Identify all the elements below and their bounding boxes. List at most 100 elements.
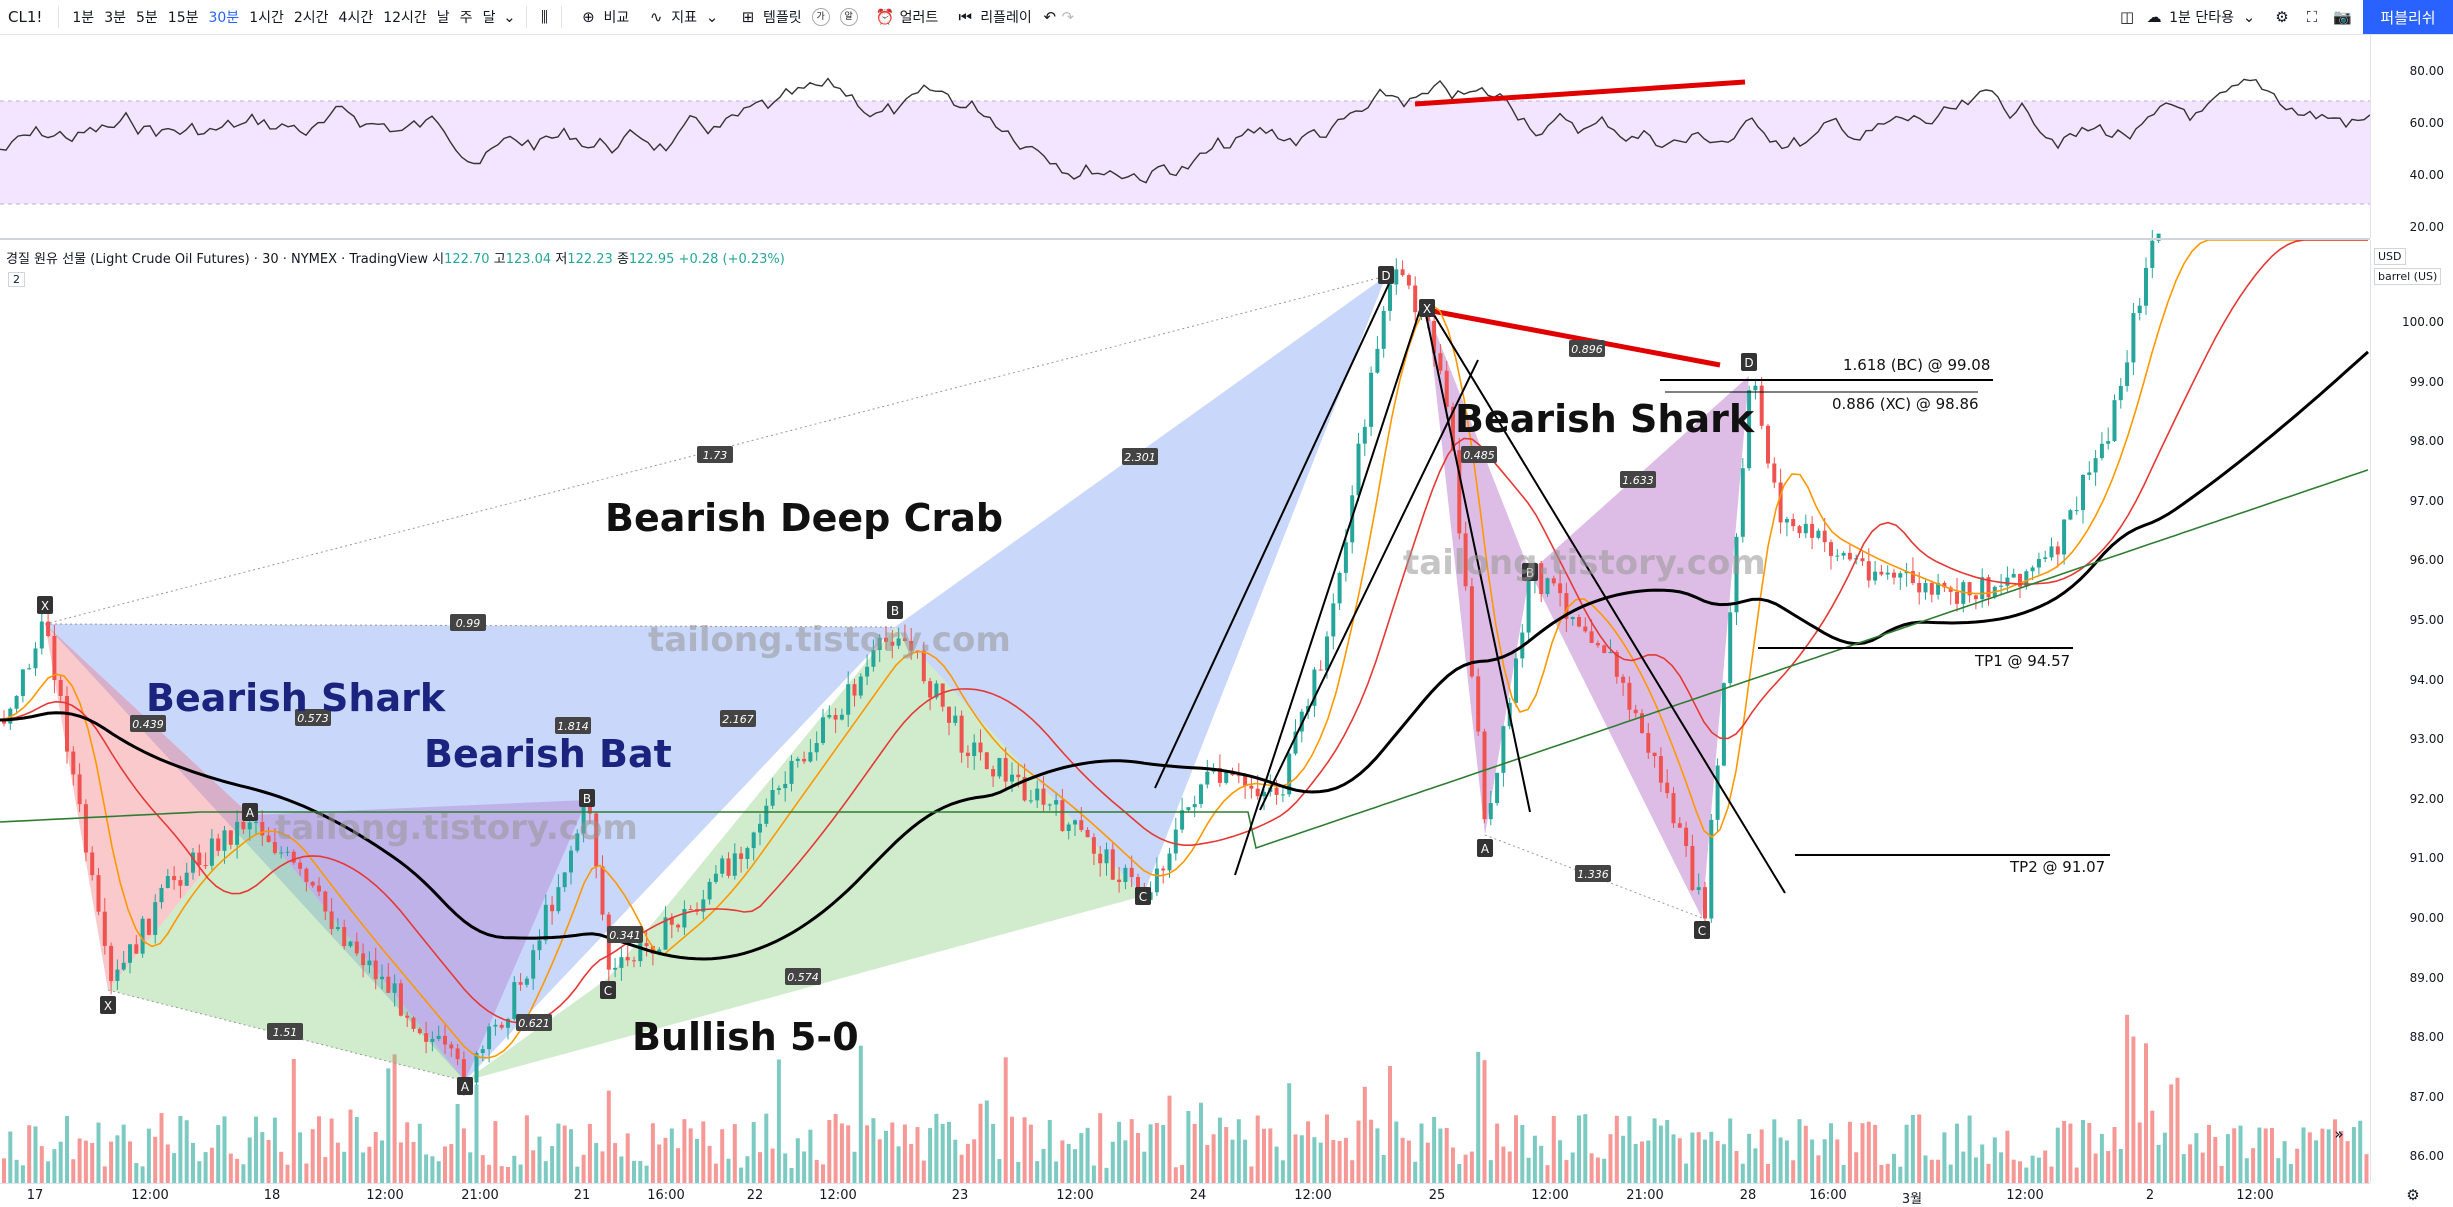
ratio-box [1569, 340, 1605, 357]
templates-button[interactable]: ⊞ 템플릿 가 알 [730, 7, 867, 27]
time-label: 12:00 [2006, 1188, 2044, 1203]
volume-bar [2099, 1133, 2104, 1183]
point-label: C [604, 984, 612, 998]
volume-bar [1614, 1115, 1619, 1183]
volume-bar [613, 1143, 618, 1183]
camera-icon[interactable]: 📷 [2333, 8, 2352, 26]
volume-bar [1627, 1116, 1632, 1183]
interval-week[interactable]: 주 [459, 10, 473, 26]
volume-bar [1973, 1157, 1978, 1183]
candle-body [865, 666, 870, 677]
chevron-down-icon[interactable]: ⌄ [503, 8, 516, 26]
interval-15m[interactable]: 15분 [167, 10, 199, 26]
volume-bar [537, 1136, 542, 1183]
time-axis[interactable]: 17 12:00 18 12:00 21:00 21 16:00 22 12:00 23 12:00… [0, 1183, 2370, 1207]
time-label: 16:00 [647, 1188, 685, 1203]
candle-body [827, 715, 832, 718]
interval-4h[interactable]: 4시간 [338, 10, 374, 26]
candle-body [1703, 887, 1707, 919]
interval-12h[interactable]: 12시간 [383, 10, 427, 26]
candle-body [518, 982, 523, 985]
volume-bar [1495, 1123, 1500, 1183]
ratio-box [1461, 446, 1497, 463]
volume-bar [228, 1153, 233, 1183]
label-tp1: TP1 @ 94.57 [1975, 652, 2071, 670]
interval-30m[interactable]: 30분 [208, 10, 240, 26]
candle-body [2093, 458, 2098, 473]
candle-body [1551, 578, 1556, 584]
volume-bar [115, 1135, 120, 1183]
interval-1m[interactable]: 1분 [72, 10, 95, 26]
candle-body [1577, 616, 1581, 627]
volume-bar [2024, 1167, 2029, 1183]
interval-2h[interactable]: 2시간 [293, 10, 329, 26]
volume-bar [443, 1146, 447, 1183]
undo-icon[interactable]: ↶ [1043, 8, 1057, 26]
symbol-search[interactable]: CL1! [8, 8, 43, 26]
volume-bar [1992, 1137, 1997, 1183]
volume-bar [1180, 1165, 1185, 1183]
price-tick: 88.00 [2409, 1030, 2444, 1045]
interval-5m[interactable]: 5분 [135, 10, 158, 26]
volume-bar [1520, 1125, 1525, 1183]
volume-bar [2156, 1144, 2161, 1183]
candle-body [367, 960, 372, 966]
candle-body [109, 945, 114, 981]
point-label: X [41, 599, 49, 613]
layout-name-button[interactable]: ☁ 1분 단타용 ⌄ [2136, 7, 2267, 27]
templates-label: 템플릿 [762, 10, 802, 26]
volume-bar [2270, 1127, 2274, 1183]
volume-bar [1847, 1121, 1852, 1183]
compare-button[interactable]: ⊕ 비교 [570, 7, 638, 27]
scroll-right-icon[interactable]: » [2334, 1125, 2344, 1143]
volume-bar [172, 1153, 177, 1183]
interval-3m[interactable]: 3분 [104, 10, 126, 26]
candle-body [587, 804, 592, 814]
unit-button[interactable]: barrel (US) [2374, 268, 2442, 285]
replay-button[interactable]: ⏮ 리플레이 [947, 7, 1041, 27]
interval-month[interactable]: 달 [482, 10, 496, 26]
layout-icon[interactable]: ◫ [2120, 8, 2135, 26]
indicator-icon: ∿ [649, 8, 663, 26]
candle-body [581, 804, 586, 834]
volume-bar [2225, 1134, 2230, 1183]
redo-icon[interactable]: ↷ [1061, 8, 1075, 26]
volume-bar [1507, 1151, 1512, 1183]
rsi-price-scale[interactable]: 80.00 60.00 40.00 20.00 [2370, 35, 2453, 238]
gear-icon[interactable]: ⚙ [2275, 8, 2289, 26]
legend-collapse-badge[interactable]: 2 [8, 272, 25, 287]
candle-body [228, 830, 233, 845]
candle-body [140, 918, 145, 954]
candle-body [764, 805, 769, 824]
volume-bar [1898, 1166, 1903, 1183]
candle-body [1621, 676, 1626, 683]
fullscreen-icon[interactable]: ⛶ [2306, 8, 2318, 26]
interval-1h[interactable]: 1시간 [249, 10, 284, 26]
candle-body [524, 978, 529, 985]
indicators-button[interactable]: ∿ 지표 ⌄ [638, 7, 730, 27]
shark-right-b [1530, 376, 1749, 918]
volume-bar [928, 1128, 933, 1183]
candle-body [846, 684, 851, 715]
volume-bar [2282, 1141, 2287, 1183]
volume-bar [1299, 1135, 1304, 1183]
volume-bar [392, 1054, 397, 1183]
candle-body [1860, 558, 1865, 562]
point-label-box [1477, 839, 1493, 857]
volume-bar [1936, 1159, 1941, 1183]
time-label: 21:00 [1626, 1188, 1664, 1203]
volume-bar [146, 1128, 151, 1183]
publish-button[interactable]: 퍼블리쉬 [2363, 0, 2453, 34]
candle-body [562, 872, 567, 888]
volume-bar [2093, 1153, 2098, 1183]
ratio-box [697, 446, 733, 463]
currency-button[interactable]: USD [2374, 248, 2406, 265]
gear-icon[interactable]: ⚙ [2406, 1186, 2420, 1204]
main-price-scale[interactable]: 100.00 99.00 98.00 97.00 96.00 95.00 94.00 93.0… [2370, 240, 2453, 1183]
volume-bar [1715, 1141, 1720, 1183]
pane-separator[interactable] [0, 238, 2370, 240]
interval-day[interactable]: 날 [436, 10, 450, 26]
alert-button[interactable]: ⏰ 얼러트 [867, 7, 948, 27]
candles-icon[interactable]: ⫼ [541, 8, 548, 26]
